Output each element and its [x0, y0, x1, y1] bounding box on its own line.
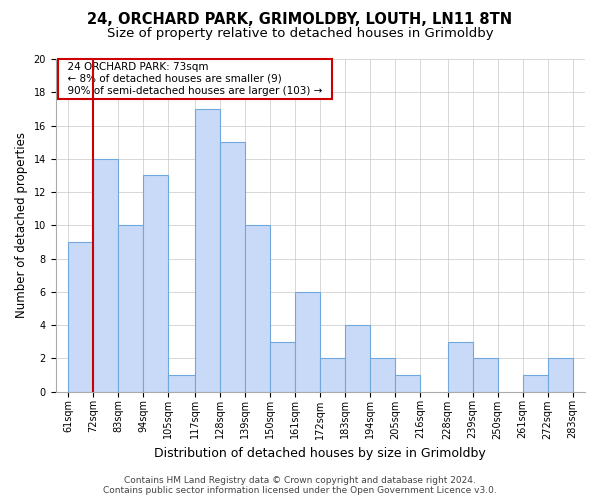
Y-axis label: Number of detached properties: Number of detached properties [15, 132, 28, 318]
Bar [196, 109, 220, 392]
Bar [118, 226, 143, 392]
Text: Size of property relative to detached houses in Grimoldby: Size of property relative to detached ho… [107, 28, 493, 40]
Bar [473, 358, 497, 392]
Bar [548, 358, 572, 392]
Bar [448, 342, 473, 392]
Bar [395, 375, 420, 392]
Text: 24, ORCHARD PARK, GRIMOLDBY, LOUTH, LN11 8TN: 24, ORCHARD PARK, GRIMOLDBY, LOUTH, LN11… [88, 12, 512, 28]
Bar [143, 176, 168, 392]
Bar [370, 358, 395, 392]
Bar [93, 159, 118, 392]
Bar [295, 292, 320, 392]
Bar [68, 242, 93, 392]
Bar [245, 226, 271, 392]
Bar [346, 325, 370, 392]
Bar [220, 142, 245, 392]
Text: Contains HM Land Registry data © Crown copyright and database right 2024.
Contai: Contains HM Land Registry data © Crown c… [103, 476, 497, 495]
Bar [168, 375, 196, 392]
Bar [271, 342, 295, 392]
X-axis label: Distribution of detached houses by size in Grimoldby: Distribution of detached houses by size … [154, 447, 486, 460]
Bar [523, 375, 548, 392]
Bar [320, 358, 346, 392]
Text: 24 ORCHARD PARK: 73sqm
  ← 8% of detached houses are smaller (9)
  90% of semi-d: 24 ORCHARD PARK: 73sqm ← 8% of detached … [61, 62, 329, 96]
